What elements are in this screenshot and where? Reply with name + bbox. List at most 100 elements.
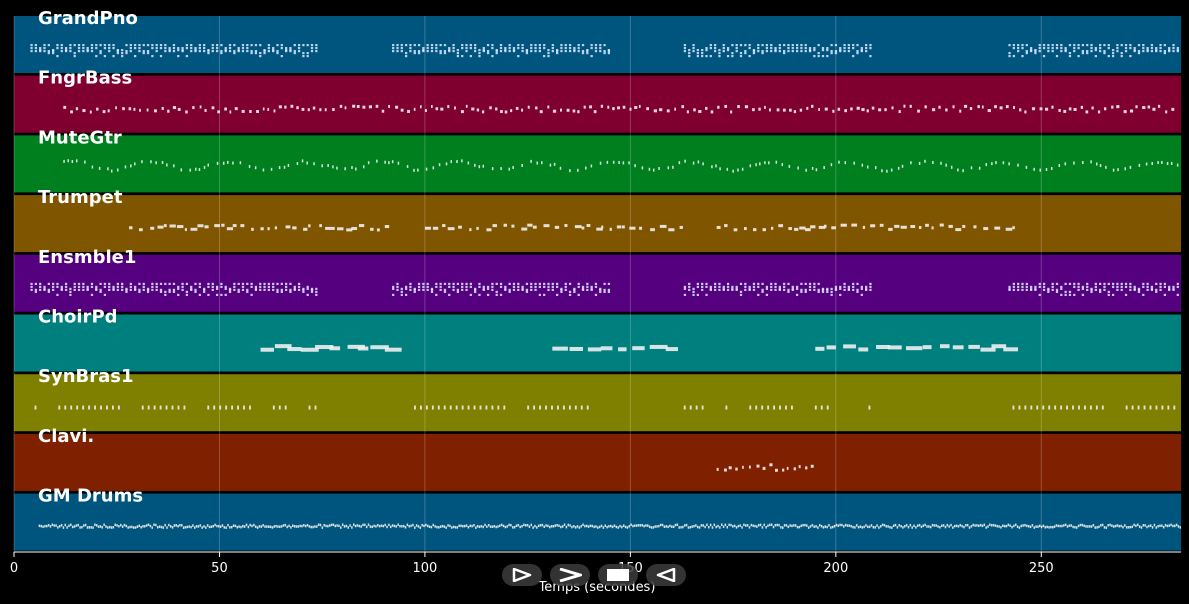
note <box>1107 293 1110 296</box>
note <box>254 50 258 53</box>
note <box>1000 526 1002 529</box>
note <box>1068 107 1072 111</box>
note <box>1118 524 1121 528</box>
note <box>650 526 653 529</box>
note <box>422 50 425 53</box>
note <box>964 104 968 108</box>
note <box>351 166 353 170</box>
note <box>177 405 180 410</box>
note <box>413 50 416 53</box>
note <box>392 293 395 296</box>
note <box>909 104 912 108</box>
note <box>290 104 294 108</box>
note <box>688 55 691 58</box>
note <box>724 523 727 527</box>
note <box>297 525 300 528</box>
note <box>370 227 374 231</box>
note <box>164 523 166 527</box>
note <box>970 525 973 528</box>
note <box>275 524 277 528</box>
note <box>881 169 883 173</box>
note <box>164 293 167 296</box>
note <box>358 524 361 528</box>
note <box>706 523 708 527</box>
note <box>77 44 81 47</box>
note <box>435 44 438 47</box>
note <box>629 226 636 230</box>
note <box>735 44 738 47</box>
forward-button[interactable] <box>550 564 590 586</box>
note <box>817 290 820 293</box>
note <box>1116 47 1119 50</box>
note <box>1021 288 1024 291</box>
note <box>314 525 316 528</box>
note <box>211 285 214 288</box>
note <box>726 285 730 288</box>
note <box>750 523 753 527</box>
note <box>456 290 460 293</box>
note <box>1150 47 1154 50</box>
note <box>765 285 769 288</box>
rewind-button[interactable] <box>646 564 686 586</box>
note <box>392 50 395 53</box>
note <box>272 405 275 410</box>
note <box>1073 293 1076 296</box>
note <box>132 526 135 529</box>
note <box>719 526 721 529</box>
note <box>233 285 236 288</box>
note <box>1072 525 1074 529</box>
note <box>224 50 227 53</box>
note <box>1021 44 1024 47</box>
note <box>1097 110 1101 114</box>
note <box>413 168 415 172</box>
note <box>295 525 298 528</box>
note <box>580 405 583 410</box>
note <box>456 52 460 55</box>
note <box>332 165 334 169</box>
note <box>282 524 285 527</box>
note <box>206 524 209 527</box>
note <box>194 282 197 285</box>
note <box>465 50 468 53</box>
note <box>443 282 447 285</box>
note <box>534 47 537 50</box>
note <box>814 405 817 410</box>
note <box>512 47 516 50</box>
note <box>220 282 223 285</box>
note <box>1055 524 1058 527</box>
note <box>512 288 516 291</box>
note <box>564 50 567 53</box>
note <box>236 526 239 529</box>
note <box>1066 405 1068 410</box>
note <box>552 346 568 351</box>
note <box>190 44 193 47</box>
note <box>386 525 388 529</box>
note <box>898 523 900 527</box>
note <box>830 50 833 53</box>
stop-button[interactable] <box>598 564 638 586</box>
note <box>735 467 738 471</box>
note <box>586 405 589 410</box>
note <box>739 293 743 296</box>
note <box>284 288 288 291</box>
note <box>1107 47 1110 50</box>
note <box>116 524 118 527</box>
note <box>413 44 416 47</box>
note <box>733 228 738 232</box>
note <box>159 282 163 285</box>
note <box>830 52 833 55</box>
note <box>129 288 132 291</box>
note <box>1068 52 1072 55</box>
note <box>245 523 248 527</box>
note <box>108 44 111 47</box>
note <box>249 109 252 113</box>
note <box>616 225 622 229</box>
note <box>424 109 427 113</box>
note <box>1142 282 1145 285</box>
note <box>461 288 464 291</box>
note <box>1129 55 1132 58</box>
note <box>683 44 687 47</box>
note <box>289 50 292 53</box>
note <box>1060 405 1063 410</box>
play-button[interactable] <box>502 564 542 586</box>
